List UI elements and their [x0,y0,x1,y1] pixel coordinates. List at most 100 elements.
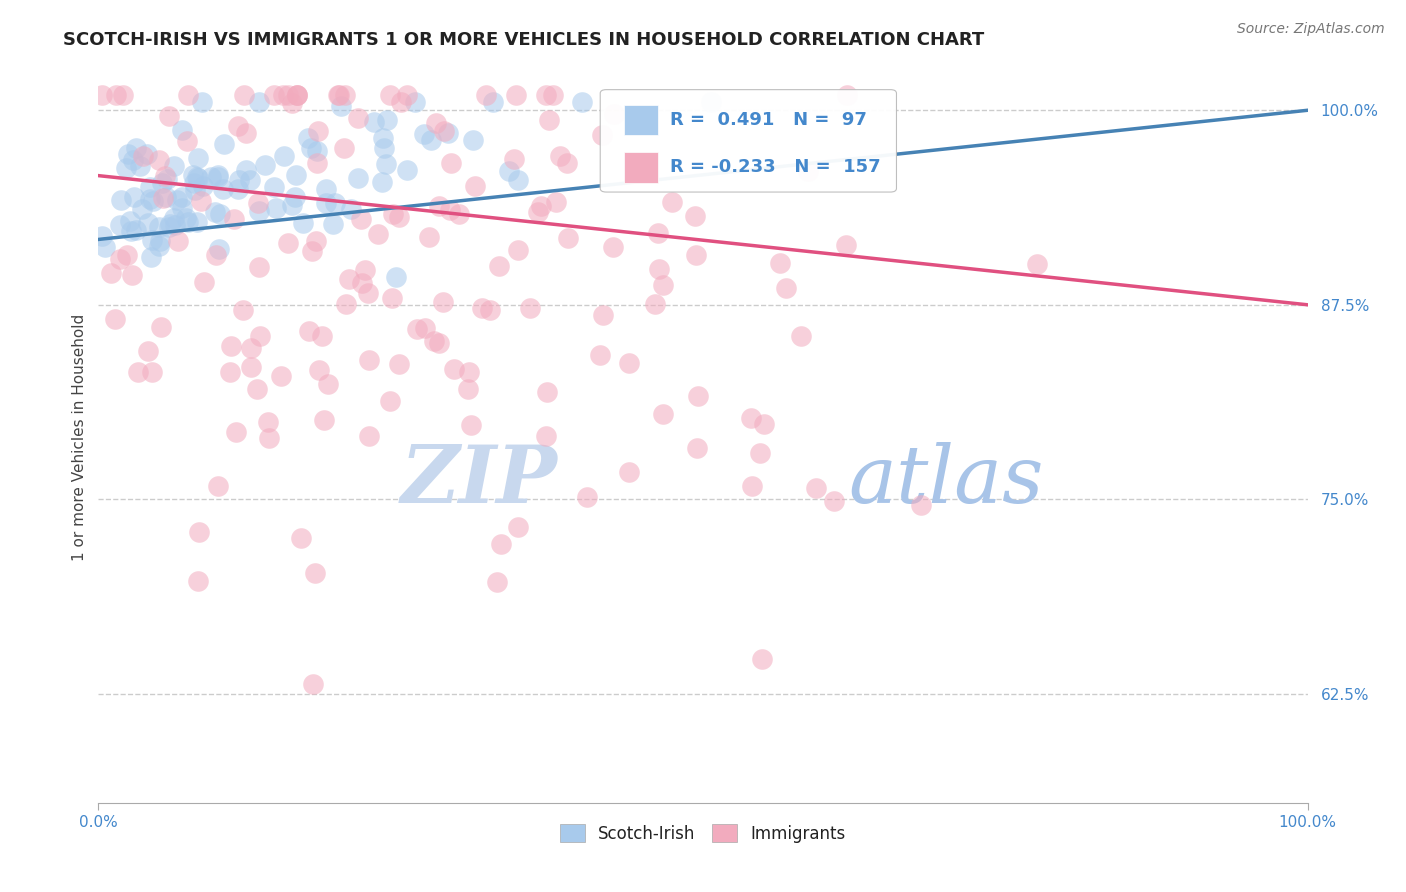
Point [285,87,308,102]
Point [247,95,270,110]
Point [548,148,571,162]
Point [789,329,811,343]
Point [357,286,380,301]
Point [425,116,447,130]
Point [127,365,149,379]
Point [207,168,229,182]
Point [389,95,412,109]
Point [439,202,461,217]
Point [148,219,170,234]
Point [187,171,209,186]
Point [592,308,614,322]
Point [121,268,143,282]
Point [536,429,558,443]
Point [347,171,370,186]
Point [281,197,304,211]
Point [302,677,325,691]
Point [823,494,845,508]
Point [207,479,229,493]
Point [506,173,529,187]
Point [555,155,578,169]
Point [508,243,530,257]
Point [136,216,159,230]
Point [285,87,308,102]
Point [316,377,339,392]
Point [141,250,163,264]
Point [150,176,173,190]
Point [277,87,299,102]
Point [240,341,263,355]
Point [117,146,139,161]
Point [447,207,470,221]
Point [177,87,200,102]
Text: atlas: atlas [848,442,1043,520]
Point [94,239,117,253]
Point [139,180,162,194]
Point [475,87,498,102]
Point [110,194,132,208]
Point [395,87,418,102]
Point [271,87,294,102]
Point [488,259,510,273]
Point [619,465,641,479]
Point [246,195,269,210]
Point [546,194,568,209]
Point [118,213,141,227]
Point [290,532,312,546]
Point [183,183,205,197]
Point [284,190,307,204]
Point [592,128,614,142]
Point [385,269,408,284]
Point [335,297,357,311]
Point [835,237,858,252]
Point [353,263,375,277]
Point [226,119,249,133]
Point [775,281,797,295]
Point [458,365,481,379]
Point [132,149,155,163]
Point [347,111,370,125]
Point [177,215,200,229]
Point [575,490,598,504]
Point [148,239,170,253]
Point [115,161,138,175]
Point [225,425,247,439]
Point [297,130,319,145]
Point [432,294,454,309]
Point [486,574,509,589]
Point [163,159,186,173]
Point [124,223,146,237]
Point [208,242,231,256]
Point [246,382,269,396]
Point [153,169,176,183]
Point [187,152,209,166]
Point [273,149,295,163]
Point [381,207,404,221]
Point [104,87,127,102]
Point [413,320,436,334]
Point [740,411,762,425]
Point [647,226,669,240]
Point [363,115,385,129]
Point [263,180,285,194]
Point [157,219,180,234]
Point [370,175,392,189]
Point [315,181,337,195]
Point [304,566,326,581]
Point [186,215,208,229]
Point [328,87,350,102]
Point [291,216,314,230]
Point [249,329,271,343]
Point [373,141,395,155]
Y-axis label: 1 or more Vehicles in Household: 1 or more Vehicles in Household [72,313,87,561]
Point [350,211,373,226]
Point [150,320,173,334]
Point [752,417,775,432]
Point [489,537,512,551]
Point [183,176,205,190]
Point [257,416,280,430]
Point [111,87,134,102]
Point [837,87,859,102]
Point [232,87,254,102]
Point [350,276,373,290]
